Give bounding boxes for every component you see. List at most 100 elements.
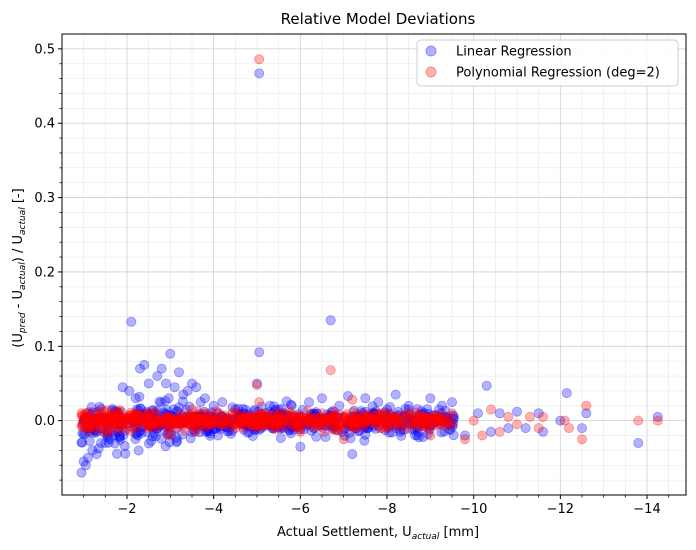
scatter-point (264, 400, 275, 411)
scatter-point (199, 411, 210, 422)
scatter-point (309, 412, 320, 423)
scatter-point (104, 413, 115, 424)
scatter-point (176, 417, 187, 428)
scatter-point (652, 411, 663, 422)
scatter-point (291, 421, 302, 432)
scatter-point (354, 425, 365, 436)
scatter-point (262, 415, 273, 426)
scatter-point (299, 418, 310, 429)
scatter-point (381, 404, 392, 415)
scatter-point (444, 419, 455, 430)
scatter-point (334, 400, 345, 411)
scatter-point (284, 405, 295, 416)
scatter-point (355, 417, 366, 428)
scatter-point (305, 409, 316, 420)
scatter-point (131, 429, 142, 440)
linear-regression-points (76, 68, 663, 478)
scatter-point (268, 420, 279, 431)
scatter-point (242, 417, 253, 428)
scatter-point (389, 411, 400, 422)
scatter-point (353, 426, 364, 437)
scatter-point (186, 404, 197, 415)
scatter-point (104, 425, 115, 436)
scatter-point (314, 415, 325, 426)
scatter-point (180, 415, 191, 426)
scatter-point (326, 414, 337, 425)
y-tick-label: 0.2 (34, 265, 55, 280)
scatter-point (256, 416, 267, 427)
scatter-point (175, 416, 186, 427)
scatter-point (101, 417, 112, 428)
scatter-point (253, 424, 264, 435)
scatter-point (426, 415, 437, 426)
scatter-point (292, 420, 303, 431)
scatter-point (429, 415, 440, 426)
scatter-point (86, 422, 97, 433)
scatter-point (313, 415, 324, 426)
scatter-point (315, 419, 326, 430)
scatter-point (270, 424, 281, 435)
scatter-point (292, 417, 303, 428)
scatter-point (161, 419, 172, 430)
scatter-point (220, 419, 231, 430)
scatter-point (203, 413, 214, 424)
scatter-point (306, 420, 317, 431)
scatter-point (128, 413, 139, 424)
scatter-point (207, 420, 218, 431)
scatter-point (145, 414, 156, 425)
scatter-point (431, 418, 442, 429)
scatter-point (355, 409, 366, 420)
scatter-point (358, 416, 369, 427)
scatter-point (293, 415, 304, 426)
scatter-point (223, 414, 234, 425)
scatter-point (252, 419, 263, 430)
scatter-point (395, 426, 406, 437)
scatter-point (79, 414, 90, 425)
scatter-point (412, 421, 423, 432)
scatter-point (339, 413, 350, 424)
scatter-point (94, 401, 105, 412)
scatter-point (302, 419, 313, 430)
scatter-point (206, 414, 217, 425)
scatter-point (440, 411, 451, 422)
scatter-point (80, 408, 91, 419)
scatter-point (114, 416, 125, 427)
scatter-point (633, 437, 644, 448)
scatter-point (82, 411, 93, 422)
scatter-point (140, 415, 151, 426)
scatter-point (258, 416, 269, 427)
scatter-point (370, 406, 381, 417)
scatter-point (242, 427, 253, 438)
scatter-point (239, 418, 250, 429)
plot-frame (61, 33, 687, 496)
scatter-point (90, 415, 101, 426)
scatter-point (96, 403, 107, 414)
scatter-point (244, 418, 255, 429)
scatter-point (366, 417, 377, 428)
scatter-point (187, 412, 198, 423)
scatter-point (421, 412, 432, 423)
scatter-point (353, 415, 364, 426)
scatter-point (327, 424, 338, 435)
scatter-point (426, 418, 437, 429)
scatter-point (577, 423, 588, 434)
scatter-point (197, 419, 208, 430)
scatter-point (357, 422, 368, 433)
scatter-point (186, 426, 197, 437)
scatter-point (314, 414, 325, 425)
scatter-point (447, 421, 458, 432)
scatter-point (208, 423, 219, 434)
scatter-point (356, 406, 367, 417)
scatter-point (185, 413, 196, 424)
scatter-point (312, 413, 323, 424)
scatter-point (431, 415, 442, 426)
scatter-point (187, 413, 198, 424)
scatter-point (191, 423, 202, 434)
scatter-point (110, 420, 121, 431)
scatter-point (185, 411, 196, 422)
scatter-point (271, 420, 282, 431)
scatter-point (116, 414, 127, 425)
scatter-point (351, 412, 362, 423)
scatter-point (255, 423, 266, 434)
scatter-point (94, 413, 105, 424)
